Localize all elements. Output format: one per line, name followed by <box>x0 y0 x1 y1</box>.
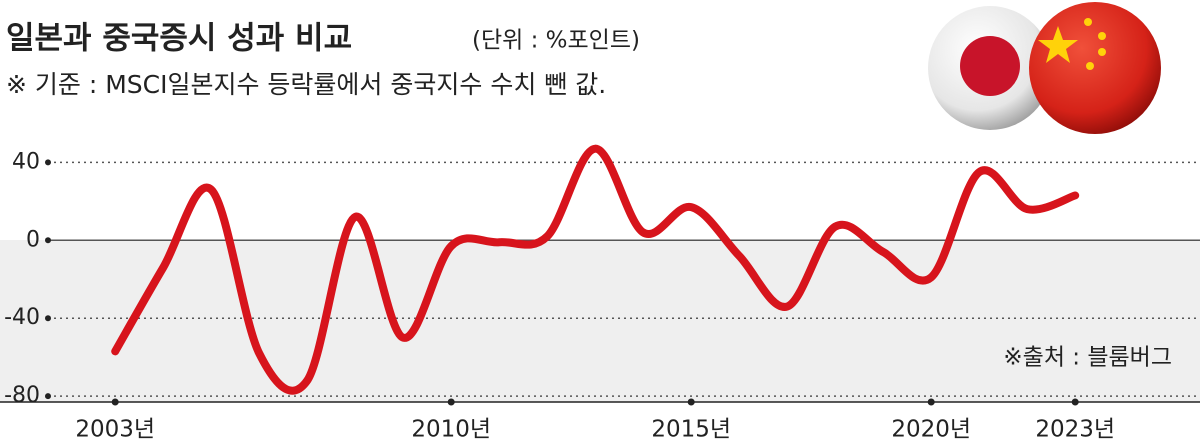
chart-note: ※ 기준 : MSCI일본지수 등락률에서 중국지수 수치 뺀 값. <box>6 70 606 99</box>
x-tick-mark <box>111 398 119 406</box>
y-tick-mark <box>45 393 51 400</box>
x-tick-label: 2015년 <box>651 417 731 443</box>
y-tick-mark <box>45 159 51 166</box>
y-tick-label: 40 <box>12 149 40 174</box>
x-tick-mark <box>687 398 695 406</box>
china-star <box>1084 18 1092 26</box>
china-star <box>1086 62 1094 70</box>
x-tick-label: 2003년 <box>75 417 155 443</box>
chart-title: 일본과 중국증시 성과 비교 <box>6 21 352 57</box>
china-star <box>1098 32 1106 40</box>
x-tick-mark <box>927 398 935 406</box>
y-tick-mark <box>45 237 51 244</box>
x-tick-label: 2010년 <box>411 417 491 443</box>
negative-area <box>0 240 1200 402</box>
china-star <box>1098 48 1106 56</box>
y-tick-mark <box>45 315 51 322</box>
china-flag <box>1029 2 1161 134</box>
y-tick-label: -80 <box>4 383 40 408</box>
x-tick-mark <box>447 398 455 406</box>
y-tick-label: 0 <box>26 227 40 252</box>
x-tick-label: 2020년 <box>891 417 971 443</box>
flags <box>928 2 1161 134</box>
chart-subtitle: (단위 : %포인트) <box>472 28 640 54</box>
y-tick-label: -40 <box>4 305 40 330</box>
china-star <box>1038 26 1078 63</box>
x-tick-mark <box>1071 398 1079 406</box>
line <box>111 144 1080 395</box>
japan-sun <box>960 36 1020 96</box>
x-tick-label: 2023년 <box>1035 417 1115 443</box>
chart-source: ※출처 : 블룸버그 <box>1003 345 1172 371</box>
